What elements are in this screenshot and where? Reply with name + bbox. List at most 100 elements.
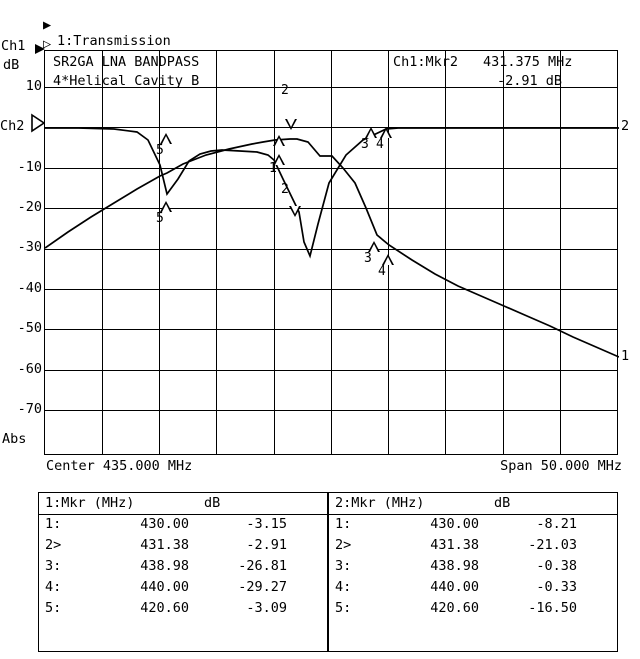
table-row[interactable]: 2> 431.38 -2.91 [39,536,327,557]
marker-freq: 438.98 [430,558,479,574]
marker-freq: 431.38 [140,537,189,553]
graph-marker-5-transmission[interactable]: 5 [156,201,172,226]
table-row[interactable]: 3: 438.98 -26.81 [39,557,327,578]
marker-db: -29.27 [238,579,287,595]
marker-db: -3.09 [246,600,287,616]
marker-table2-header-db: dB [494,495,511,511]
graph-marker-4-reflection[interactable]: 4 [376,127,392,152]
marker-freq: 431.38 [430,537,479,553]
graph-marker-2-reflection-top[interactable]: 2 [281,83,297,130]
marker-id: 2> [45,537,62,553]
marker-table1-header-name: 1:Mkr (MHz) [45,495,135,511]
marker-label-5b: 5 [156,211,164,226]
marker-triangle-up-icon [382,254,394,265]
marker-db: -3.15 [246,516,287,532]
marker-triangle-down-icon [285,119,297,130]
graph-marker-3-transmission[interactable]: 3 [364,241,380,266]
marker-table2-header-name: 2:Mkr (MHz) [335,495,425,511]
marker-id: 2> [335,537,352,553]
graph-marker-4-transmission[interactable]: 4 [378,254,394,279]
y-tick--50: -50 [17,320,42,336]
marker-db: -8.21 [536,516,577,532]
marker-table1-header-db: dB [204,495,221,511]
y-tick--60: -60 [17,361,42,377]
active-marker-frequency: 431.375 MHz [483,54,573,70]
marker-triangle-up-icon [273,135,285,146]
marker-id: 3: [335,558,352,574]
channel1-reference-pointer[interactable] [34,40,48,140]
header-row-trace1[interactable]: ▶ 1:Transmission Log Mag 10.0 dB/ Ref 20… [0,1,640,145]
channel1-label: Ch1 [1,38,26,54]
marker-db: -0.38 [536,558,577,574]
marker-freq: 420.60 [140,600,189,616]
marker-id: 3: [45,558,62,574]
marker-label-2: 2 [281,182,289,197]
marker-id: 1: [335,516,352,532]
marker-triangle-up-icon [380,127,392,138]
table-row[interactable]: 2> 431.38 -21.03 [329,536,617,557]
marker-id: 1: [45,516,62,532]
graph-marker-5-reflection[interactable]: 5 [156,133,172,158]
table-row[interactable]: 5: 420.60 -3.09 [39,599,327,620]
graph-marker-2-transmission[interactable]: 2 [273,154,289,197]
graph-marker-1-transmission[interactable]: 1 [269,135,285,176]
table-row[interactable]: 4: 440.00 -0.33 [329,578,617,599]
trace-id-reflection: 2 [621,118,630,134]
trace-curves [45,127,619,358]
marker-freq: 440.00 [430,579,479,595]
marker-table-channel1: 1:Mkr (MHz) dB 1: 430.00 -3.15 2> 431.38… [38,492,328,652]
marker-triangle-up-icon [365,127,377,138]
table-row[interactable]: 3: 438.98 -0.38 [329,557,617,578]
sweep-mode-label: Abs [2,431,27,447]
transmission-trace [45,138,619,358]
y-axis-unit-label: dB [3,57,20,73]
marker-triangle-up-icon [368,241,380,252]
trace1-name[interactable]: 1:Transmission [57,33,171,49]
y-tick--40: -40 [17,280,42,296]
marker-freq: 438.98 [140,558,189,574]
marker-triangle-down-icon [289,206,301,217]
marker-db: -16.50 [528,600,577,616]
graph-grid [45,51,617,454]
marker-db: -0.33 [536,579,577,595]
trace-graph[interactable]: SR2GA LNA BANDPASS 4*Helical Cavity B Ch… [44,50,619,455]
marker-id: 5: [45,600,62,616]
graph-title-line2: 4*Helical Cavity B [53,73,200,89]
table-row[interactable]: 5: 420.60 -16.50 [329,599,617,620]
graph-marker-3-reflection[interactable]: 3 [361,127,377,152]
channel2-reference-pointer[interactable] [30,112,48,136]
marker-triangle-up-icon [160,201,172,212]
y-tick--30: -30 [17,239,42,255]
y-axis: Ch1 dB Ch2 Abs 10 -10 -20 -30 -40 -50 -6… [0,0,44,470]
graph-marker-2-reflection-notch[interactable] [289,206,301,217]
marker-id: 4: [335,579,352,595]
table-row[interactable]: 1: 430.00 -3.15 [39,515,327,536]
marker-label-4-top: 4 [376,137,384,152]
marker-table2-header: 2:Mkr (MHz) dB [329,493,617,515]
marker-db: -2.91 [246,537,287,553]
marker-table-channel2: 2:Mkr (MHz) dB 1: 430.00 -8.21 2> 431.38… [328,492,618,652]
span-label[interactable]: Span 50.000 MHz [500,458,622,474]
marker-freq: 420.60 [430,600,479,616]
marker-freq: 440.00 [140,579,189,595]
table-row[interactable]: 4: 440.00 -29.27 [39,578,327,599]
y-tick--70: -70 [17,401,42,417]
marker-table1-header: 1:Mkr (MHz) dB [39,493,327,515]
marker-label-4: 4 [378,264,386,279]
y-tick--20: -20 [17,199,42,215]
marker-label-5a: 5 [156,143,164,158]
channel2-label: Ch2 [0,118,25,134]
graph-title-line1: SR2GA LNA BANDPASS [53,54,200,70]
reflection-trace [45,127,619,259]
marker-id: 5: [335,600,352,616]
center-frequency-label[interactable]: Center 435.000 MHz [46,458,193,474]
marker-db: -21.03 [528,537,577,553]
marker-id: 4: [45,579,62,595]
active-marker-value: -2.91 dB [497,73,563,89]
trace1-marker-glyph: ▶ [43,17,52,33]
header-row-trace2[interactable]: ▷ 2:Reflection Log Mag 10.0 dB/ Ref 0.00… [0,20,640,164]
measurement-header: ▶ 1:Transmission Log Mag 10.0 dB/ Ref 20… [0,0,640,164]
marker-label-3: 3 [364,251,372,266]
marker-freq: 430.00 [430,516,479,532]
table-row[interactable]: 1: 430.00 -8.21 [329,515,617,536]
